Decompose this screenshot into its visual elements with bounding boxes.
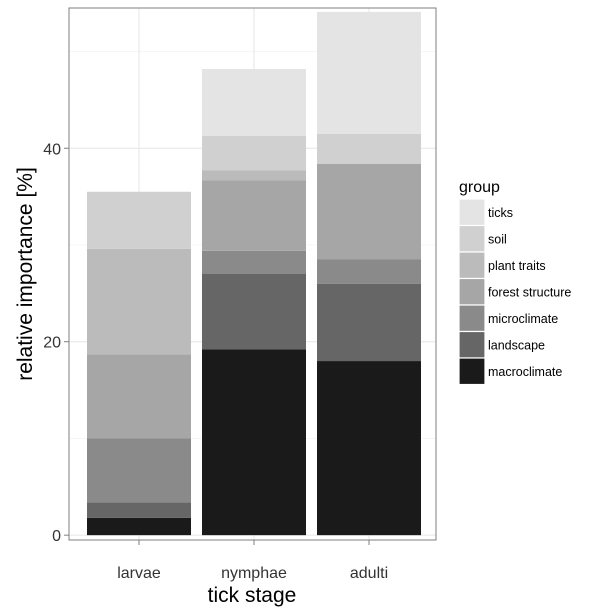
x-tick-label: adulti bbox=[350, 565, 388, 582]
bar-segment-forest-structure bbox=[317, 163, 421, 260]
bar-segment-macroclimate bbox=[87, 517, 191, 536]
bar-segment-plant-traits bbox=[202, 170, 306, 181]
legend-title: group bbox=[459, 179, 500, 196]
legend-key-microclimate bbox=[458, 304, 486, 333]
x-axis-title: tick stage bbox=[208, 584, 297, 607]
bar-segment-ticks bbox=[202, 68, 306, 136]
bar-segment-forest-structure bbox=[202, 180, 306, 251]
legend-label: landscape bbox=[488, 338, 545, 352]
legend-label: ticks bbox=[488, 206, 513, 220]
legend-key-ticks bbox=[458, 198, 486, 227]
legend-key-macroclimate bbox=[458, 357, 486, 386]
bar-segment-microclimate bbox=[202, 250, 306, 274]
legend-label: macroclimate bbox=[488, 365, 562, 379]
bar-segment-plant-traits bbox=[87, 248, 191, 355]
bar-segment-soil bbox=[317, 133, 421, 164]
bar-segment-ticks bbox=[317, 11, 421, 134]
bar-segment-soil bbox=[202, 135, 306, 171]
bar-segment-landscape bbox=[87, 502, 191, 518]
legend-label: plant traits bbox=[488, 259, 546, 273]
x-tick-label: larvae bbox=[117, 565, 161, 582]
legend-key-soil bbox=[458, 224, 486, 253]
bar-segment-landscape bbox=[202, 274, 306, 350]
bars-group bbox=[87, 11, 421, 536]
bar-segment-macroclimate bbox=[202, 349, 306, 536]
legend-key-landscape bbox=[458, 330, 486, 359]
bar-segment-landscape bbox=[317, 283, 421, 362]
legend-label: microclimate bbox=[488, 312, 558, 326]
x-tick-label: nymphae bbox=[221, 565, 287, 582]
legend-items: ticks soil plant traits forest structure mic… bbox=[458, 198, 571, 386]
y-tick-label: 20 bbox=[43, 335, 61, 352]
bar-segment-soil bbox=[87, 191, 191, 249]
y-axis-title: relative importance [%] bbox=[14, 167, 37, 381]
y-tick-label: 40 bbox=[43, 141, 61, 158]
legend-key-plant-traits bbox=[458, 251, 486, 280]
y-tick-label: 0 bbox=[52, 528, 61, 545]
x-axis: larvae nymphae adulti bbox=[117, 540, 388, 582]
panel-border bbox=[68, 7, 437, 541]
bar-segment-microclimate bbox=[317, 259, 421, 284]
bar-segment-forest-structure bbox=[87, 354, 191, 439]
bar-segment-microclimate bbox=[87, 438, 191, 503]
bar-segment-macroclimate bbox=[317, 361, 421, 536]
y-axis: 0 20 40 bbox=[43, 141, 69, 545]
legend-label: soil bbox=[488, 232, 507, 246]
legend-key-forest-structure bbox=[458, 277, 486, 306]
legend-label: forest structure bbox=[488, 285, 571, 299]
legend: group ticks soil plant traits forest struct… bbox=[458, 179, 571, 386]
